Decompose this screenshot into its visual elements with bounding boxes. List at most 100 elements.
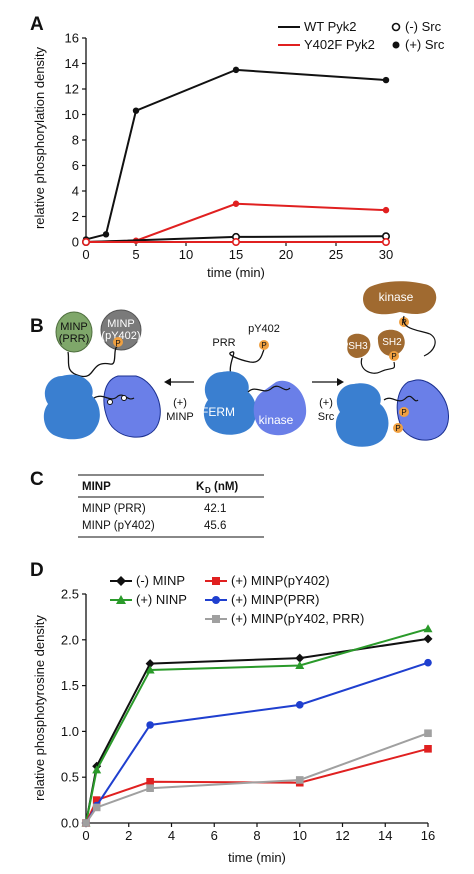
- chart-d-xlabel: time (min): [228, 850, 286, 865]
- center-loop: [247, 385, 291, 393]
- chart-d-point: [145, 665, 155, 674]
- center-prr-label: PRR: [212, 337, 235, 349]
- right-p-label-1: P: [391, 352, 396, 361]
- left-linker: [67, 345, 119, 378]
- legend-label-plus-ninp: (+) NINP: [136, 592, 187, 607]
- chart-d-point: [423, 634, 433, 644]
- right-kinase-domain: [396, 379, 449, 441]
- left-ferm-domain: [43, 374, 100, 440]
- chart-a-point: [102, 231, 110, 238]
- right-complex: kinase P SH3 SH2 P P P: [335, 281, 449, 447]
- chart-d-x-tick-label: 14: [378, 828, 392, 843]
- chart-d-point: [92, 765, 102, 774]
- chart-a-point: [232, 238, 241, 247]
- minp-prr-bubble: [55, 311, 93, 353]
- chart-d-x-tick-label: 8: [253, 828, 260, 843]
- chart-d-x-tick-label: 0: [82, 828, 89, 843]
- chart-a-point: [132, 107, 140, 114]
- legend-label-py402-prr: (+) MINP(pY402, PRR): [231, 611, 364, 626]
- chart-d-point: [424, 729, 432, 738]
- chart-a-point: [82, 238, 91, 247]
- chart-a: 0 5 10 15 20 25 30 0 2 4 6 8 10 12 14 16 time (min) rel…: [32, 19, 445, 280]
- panel-letter-d: D: [30, 560, 44, 581]
- chart-a-y-tick-label: 2: [72, 209, 79, 224]
- center-p-badge: [259, 340, 269, 350]
- chart-d-y-tick-label: 0.5: [61, 770, 79, 785]
- chart-a-point: [382, 206, 390, 214]
- legend-label-py402: (+) MINP(pY402): [231, 573, 330, 588]
- chart-a-point: [381, 238, 390, 247]
- table-c: MINP K D (nM) MINP (PRR) 42.1 MINP (pY40…: [78, 474, 264, 538]
- legend-marker-prr: [212, 596, 220, 604]
- legend-marker-plus-ninp: [116, 595, 126, 604]
- table-header-k: K: [196, 481, 205, 493]
- chart-a-point: [232, 66, 240, 74]
- center-kinase-label: kinase: [259, 413, 294, 427]
- chart-d-point: [295, 776, 304, 784]
- chart-d-x-tick-label: 2: [125, 828, 132, 843]
- chart-a-series: [82, 66, 390, 247]
- panel-letter-b: B: [30, 316, 44, 337]
- table-row-1-name: MINP (PRR): [82, 503, 146, 515]
- right-linker: [360, 357, 396, 374]
- chart-d-series-line-2: [85, 747, 429, 824]
- chart-a-point: [232, 200, 240, 207]
- left-kinase-domain: [103, 375, 161, 438]
- chart-d-point: [295, 653, 305, 663]
- right-p-label-2: P: [401, 408, 406, 417]
- chart-a-x-tick-label: 0: [82, 247, 89, 262]
- left-p-label: P: [115, 339, 120, 348]
- chart-a-ylabel: relative phosphorylation density: [32, 46, 47, 229]
- src-sh2-label: SH2: [382, 337, 402, 348]
- chart-d-point: [146, 721, 154, 729]
- chart-d-point: [82, 819, 90, 827]
- table-header-d: D: [205, 486, 211, 495]
- table-row-2-name: MINP (pY402): [82, 520, 155, 532]
- chart-d-x-tick-label: 16: [421, 828, 435, 843]
- chart-d-axes: 0 2 4 6 8 10 12 14 16 0.0 0.5 1.0 1.5 2.0 2.5: [61, 587, 435, 844]
- left-arrow-label-2: MINP: [166, 411, 194, 423]
- chart-a-x-tick-label: 25: [329, 247, 343, 262]
- src-kinase-label: kinase: [379, 290, 414, 304]
- center-linker: [229, 349, 265, 379]
- chart-d: 0 2 4 6 8 10 12 14 16 0.0 0.5 1.0 1.5 2.0 2.5 time (mi…: [32, 573, 435, 865]
- right-p-badge-2: [399, 407, 409, 417]
- chart-a-y-tick-label: 16: [65, 31, 79, 46]
- minp-prr-label-1: MINP: [60, 321, 88, 333]
- chart-a-y-tick-label: 6: [72, 158, 79, 173]
- chart-d-ylabel: relative phosphotyrosine density: [32, 615, 47, 801]
- legend-label-y402f: Y402F Pyk2: [304, 37, 375, 52]
- panel-letter-c: C: [30, 469, 44, 490]
- chart-d-point: [146, 784, 154, 792]
- chart-a-y-tick-label: 14: [65, 56, 79, 71]
- chart-d-y-tick-label: 2.0: [61, 632, 79, 647]
- diagram-b: MINP (PRR) MINP (pY402) P (+) MINP PRR p…: [43, 281, 449, 447]
- legend-marker-open: [391, 22, 401, 32]
- chart-a-y-tick-label: 8: [72, 133, 79, 148]
- legend-label-wt: WT Pyk2: [304, 19, 357, 34]
- chart-a-x-tick-label: 20: [279, 247, 293, 262]
- table-row-2-value: 45.6: [204, 520, 226, 532]
- right-p-badge-3: [393, 423, 403, 433]
- chart-a-xlabel: time (min): [207, 265, 265, 280]
- legend-marker-minus-minp: [116, 576, 126, 586]
- legend-marker-filled: [392, 41, 400, 49]
- chart-a-y-tick-label: 0: [72, 235, 79, 250]
- center-p-label: P: [261, 341, 266, 350]
- minp-py402-bubble: [100, 309, 142, 351]
- chart-a-y-tick-label: 10: [65, 107, 79, 122]
- legend-label-minus-minp: (-) MINP: [136, 573, 185, 588]
- right-loop: [383, 395, 419, 402]
- chart-a-axes: 0 5 10 15 20 25 30 0 2 4 6 8 10 12 14 16: [65, 31, 394, 263]
- legend-label-plus-src: (+) Src: [405, 37, 445, 52]
- legend-label-minus-src: (-) Src: [405, 19, 442, 34]
- right-arrowhead: [337, 378, 344, 386]
- chart-d-series: [81, 624, 433, 828]
- right-p-badge-1: [389, 351, 399, 361]
- chart-d-y-tick-label: 0.0: [61, 816, 79, 831]
- src-linker: [402, 315, 436, 357]
- right-arrow-label-2: Src: [318, 411, 335, 423]
- chart-d-point: [424, 658, 432, 667]
- left-arrow-label-1: (+): [173, 397, 187, 409]
